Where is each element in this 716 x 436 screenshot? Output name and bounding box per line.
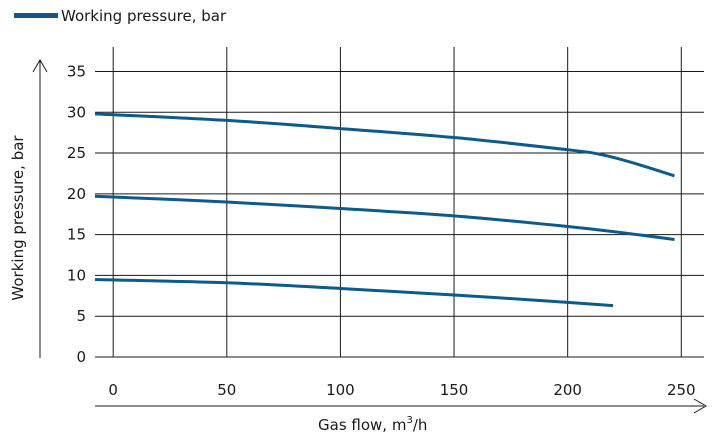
x-tick-labels: 0 50 100 150 200 250 [108, 381, 695, 399]
x-tick-label: 50 [217, 381, 236, 399]
x-axis-title-sup: 3 [406, 415, 412, 426]
x-tick-label: 0 [108, 381, 118, 399]
y-tick-label: 10 [67, 266, 86, 284]
y-tick-label: 20 [67, 185, 86, 203]
y-tick-label: 15 [67, 226, 86, 244]
y-tick-labels: 0 5 10 15 20 25 30 35 [67, 62, 86, 366]
legend: Working pressure, bar [14, 7, 227, 25]
grid [95, 47, 704, 358]
series-line-3 [94, 278, 614, 308]
series-line-2 [94, 194, 675, 242]
y-tick-label: 5 [76, 307, 86, 325]
x-axis-title-suffix: /h [413, 416, 428, 434]
x-axis-title-main: Gas flow, m [318, 416, 406, 434]
x-axis-arrow [95, 398, 707, 414]
series-line-1 [94, 112, 675, 178]
y-axis-arrow [32, 59, 48, 358]
y-tick-label: 0 [76, 348, 86, 366]
series-group [94, 112, 675, 308]
y-tick-label: 30 [67, 103, 86, 121]
legend-label: Working pressure, bar [61, 7, 227, 25]
y-tick-label: 25 [67, 144, 86, 162]
x-axis-title: Gas flow, m3/h [318, 415, 427, 434]
x-tick-label: 250 [667, 381, 696, 399]
x-tick-label: 200 [553, 381, 582, 399]
y-axis-title: Working pressure, bar [9, 135, 27, 301]
legend-swatch [14, 13, 58, 18]
x-tick-label: 100 [326, 381, 355, 399]
x-tick-label: 150 [440, 381, 469, 399]
y-tick-label: 35 [67, 62, 86, 80]
